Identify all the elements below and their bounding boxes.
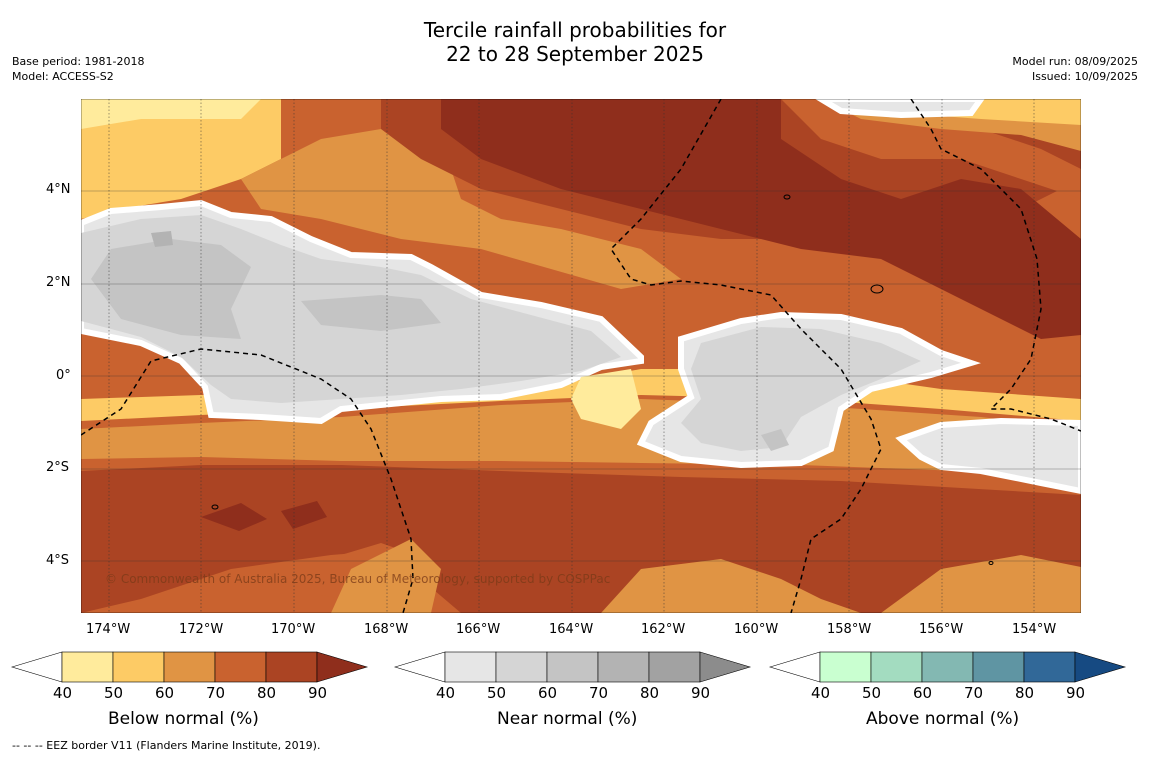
- colorbar-tick-label: 90: [308, 684, 328, 702]
- colorbar-tick-label: 70: [964, 684, 984, 702]
- islands: [211, 194, 994, 565]
- contour-near-50-east: [681, 327, 921, 451]
- rainfall-probability-map: © Commonwealth of Australia 2025, Bureau…: [81, 99, 1081, 613]
- colorbar-tick-label: 80: [640, 684, 660, 702]
- base-period: Base period: 1981-2018: [12, 55, 145, 68]
- lon-label-166w: 166°W: [456, 622, 501, 637]
- colorbar-segment: [265, 651, 318, 683]
- contour-below-90-north: [441, 99, 1081, 339]
- contour-near-40-ne-corner: [815, 99, 985, 119]
- colorbar-tick-label: 60: [155, 684, 175, 702]
- colorbar-segment: [495, 651, 548, 683]
- contour-below-50-north: [81, 99, 281, 219]
- colorbar-segment: [444, 651, 497, 683]
- contour-below-60-southeast: [881, 555, 1081, 613]
- lon-label-160w: 160°W: [734, 622, 779, 637]
- contour-near-60-west: [91, 239, 251, 339]
- issued-date: Issued: 10/09/2025: [1031, 70, 1138, 83]
- colorbar-tick-label: 50: [862, 684, 882, 702]
- contour-below-60-south: [601, 559, 861, 613]
- lon-label-170w: 170°W: [271, 622, 316, 637]
- colorbar-extend-low: [768, 651, 821, 683]
- title-line-2: 22 to 28 September 2025: [446, 42, 704, 66]
- colorbar-tick-label: 60: [538, 684, 558, 702]
- lon-label-168w: 168°W: [364, 622, 409, 637]
- colorbar-tick-label: 80: [1015, 684, 1035, 702]
- lon-label-172w: 172°W: [179, 622, 224, 637]
- eez-footnote: -- -- -- EEZ border V11 (Flanders Marine…: [12, 739, 321, 752]
- contour-below-60-north: [241, 129, 681, 289]
- meta-left: Base period: 1981-2018 Model: ACCESS-S2: [12, 54, 144, 84]
- lon-label-174w: 174°W: [86, 622, 131, 637]
- colorbar-extend-high: [1074, 651, 1127, 683]
- colorbar-tick-label: 40: [436, 684, 456, 702]
- colorbar-segment: [972, 651, 1025, 683]
- colorbar-segment: [597, 651, 650, 683]
- contour-near-60-west-2: [301, 295, 441, 331]
- latitude-lines: [81, 190, 1081, 562]
- colorbar-above-normal: [768, 651, 1127, 683]
- contour-below-70-ne: [781, 99, 1081, 199]
- colorbar-tick-label: 40: [811, 684, 831, 702]
- lon-label-154w: 154°W: [1012, 622, 1057, 637]
- colorbar-tick-label: 90: [1066, 684, 1086, 702]
- colorbar-segment: [61, 651, 114, 683]
- colorbar-segment: [870, 651, 923, 683]
- colorbar-extend-low: [393, 651, 446, 683]
- colorbar-below-title: Below normal (%): [108, 709, 259, 729]
- colorbar-segment: [163, 651, 216, 683]
- colorbar-tick-label: 60: [913, 684, 933, 702]
- page-title: Tercile rainfall probabilities for 22 to…: [0, 18, 1150, 66]
- lon-label-156w: 156°W: [919, 622, 964, 637]
- lon-label-162w: 162°W: [641, 622, 686, 637]
- colorbar-tick-label: 70: [206, 684, 226, 702]
- lat-label-4s: 4°S: [46, 553, 70, 568]
- colorbar-below-normal: [10, 651, 369, 683]
- model-name: Model: ACCESS-S2: [12, 70, 114, 83]
- colorbar-segment: [921, 651, 974, 683]
- copyright-notice: © Commonwealth of Australia 2025, Bureau…: [105, 572, 610, 586]
- colorbar-tick-label: 40: [53, 684, 73, 702]
- colorbar-tick-label: 50: [104, 684, 124, 702]
- colorbar-extend-low: [10, 651, 63, 683]
- colorbar-near-title: Near normal (%): [497, 709, 638, 729]
- contour-below-40-center: [571, 369, 641, 429]
- colorbar-segment: [214, 651, 267, 683]
- lon-label-164w: 164°W: [549, 622, 594, 637]
- graticule: [108, 99, 1035, 613]
- lat-label-2n: 2°N: [46, 275, 71, 290]
- model-run: Model run: 08/09/2025: [1012, 55, 1138, 68]
- meta-right: Model run: 08/09/2025 Issued: 10/09/2025: [1012, 54, 1138, 84]
- contour-near-40-far-east: [895, 417, 1081, 495]
- contour-near-70-dot: [151, 231, 173, 247]
- colorbar-segment: [112, 651, 165, 683]
- colorbar-segment: [819, 651, 872, 683]
- colorbar-extend-high: [316, 651, 369, 683]
- eez-borders: [81, 99, 1081, 613]
- title-line-1: Tercile rainfall probabilities for: [423, 18, 727, 42]
- colorbar-tick-label: 80: [257, 684, 277, 702]
- contour-below-90-south-1: [201, 503, 267, 531]
- lat-label-0: 0°: [56, 368, 71, 383]
- lon-label-158w: 158°W: [827, 622, 872, 637]
- contour-below-60-southwest: [331, 539, 441, 613]
- contour-below-90-south-2: [281, 501, 327, 529]
- lat-label-2s: 2°S: [46, 460, 70, 475]
- colorbar-segment: [546, 651, 599, 683]
- colorbar-tick-label: 90: [691, 684, 711, 702]
- colorbar-segment: [1023, 651, 1076, 683]
- colorbar-above-title: Above normal (%): [866, 709, 1020, 729]
- contour-near-60-east-blob: [761, 429, 789, 451]
- colorbar-tick-label: 50: [487, 684, 507, 702]
- lat-label-4n: 4°N: [46, 182, 71, 197]
- colorbar-extend-high: [699, 651, 752, 683]
- colorbar-near-normal: [393, 651, 752, 683]
- contour-below-80-south: [81, 465, 1081, 613]
- colorbar-tick-label: 70: [589, 684, 609, 702]
- colorbar-segment: [648, 651, 701, 683]
- contour-below-40-north: [81, 99, 261, 129]
